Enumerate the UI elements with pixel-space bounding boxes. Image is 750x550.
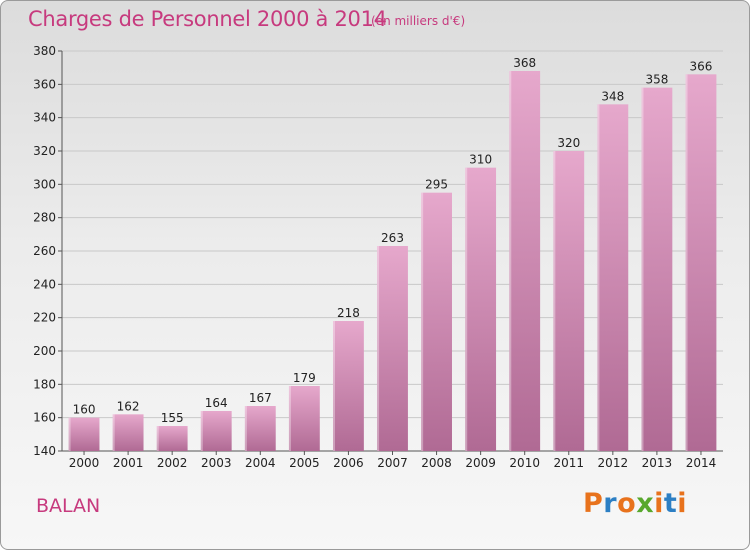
data-label: 310 bbox=[469, 153, 492, 167]
data-label: 358 bbox=[645, 73, 668, 87]
bar-highlight bbox=[244, 406, 247, 451]
x-tick-label: 2002 bbox=[157, 456, 188, 470]
y-tick-label: 180 bbox=[33, 377, 56, 391]
logo-letter: o bbox=[617, 488, 637, 519]
data-label: 218 bbox=[337, 306, 360, 320]
bar bbox=[509, 71, 541, 451]
data-label: 162 bbox=[117, 399, 140, 413]
bar-highlight bbox=[553, 151, 556, 451]
data-label: 348 bbox=[601, 89, 624, 103]
data-label: 160 bbox=[73, 403, 96, 417]
bar bbox=[112, 414, 144, 451]
data-label: 167 bbox=[249, 391, 272, 405]
data-label: 295 bbox=[425, 178, 448, 192]
x-tick-label: 2012 bbox=[598, 456, 629, 470]
bar bbox=[288, 386, 320, 451]
y-tick-label: 240 bbox=[33, 277, 56, 291]
x-tick-label: 2011 bbox=[553, 456, 584, 470]
chart-unit: (en milliers d'€) bbox=[371, 14, 466, 28]
x-tick-label: 2004 bbox=[245, 456, 276, 470]
x-tick-label: 2013 bbox=[642, 456, 673, 470]
bar bbox=[333, 321, 364, 451]
bar bbox=[465, 167, 497, 451]
bar-highlight bbox=[156, 426, 159, 451]
x-tick-label: 2006 bbox=[333, 456, 364, 470]
bar-highlight bbox=[509, 71, 512, 451]
logo-letter: P bbox=[583, 488, 604, 519]
data-label: 263 bbox=[381, 231, 404, 245]
commune-name: BALAN bbox=[36, 495, 101, 517]
bar-highlight bbox=[333, 321, 336, 451]
bar bbox=[421, 192, 452, 451]
y-tick-label: 340 bbox=[33, 111, 56, 125]
bar bbox=[244, 406, 276, 451]
bar-highlight bbox=[288, 386, 291, 451]
bar bbox=[553, 151, 585, 451]
x-tick-label: 2009 bbox=[465, 456, 496, 470]
data-label: 320 bbox=[557, 136, 580, 150]
x-tick-label: 2005 bbox=[289, 456, 320, 470]
bar bbox=[377, 246, 408, 451]
x-tick-label: 2008 bbox=[421, 456, 452, 470]
y-tick-label: 280 bbox=[33, 211, 56, 225]
logo-letter: t bbox=[663, 488, 678, 519]
logo-letter: x bbox=[636, 488, 655, 519]
bar-highlight bbox=[377, 246, 380, 451]
data-labels: 160 162 155 164 167 179 218 263 295 310 368 320 348 3… bbox=[73, 56, 713, 425]
data-label: 164 bbox=[205, 396, 228, 410]
bar-highlight bbox=[68, 417, 71, 451]
data-label: 366 bbox=[690, 59, 713, 73]
bar-highlight bbox=[112, 414, 115, 451]
y-tick-label: 320 bbox=[33, 144, 56, 158]
y-tick-label: 260 bbox=[33, 244, 56, 258]
x-tick-label: 2001 bbox=[113, 456, 144, 470]
x-tick-label: 2003 bbox=[201, 456, 232, 470]
y-tick-label: 360 bbox=[33, 77, 56, 91]
y-tick-label: 160 bbox=[33, 411, 56, 425]
y-tick-label: 380 bbox=[33, 44, 56, 58]
bar bbox=[156, 426, 188, 451]
proxiti-logo: Proxiti bbox=[583, 488, 687, 519]
bar-highlight bbox=[465, 167, 468, 451]
bar bbox=[641, 87, 673, 452]
y-tick-label: 300 bbox=[33, 177, 56, 191]
bar-highlight bbox=[685, 74, 688, 451]
chart-title: Charges de Personnel 2000 à 2014 bbox=[28, 7, 387, 31]
bar bbox=[68, 417, 100, 451]
data-label: 155 bbox=[161, 411, 184, 425]
data-label: 368 bbox=[513, 56, 536, 70]
bar bbox=[200, 411, 232, 451]
y-tick-label: 200 bbox=[33, 344, 56, 358]
logo-letter: r bbox=[603, 488, 618, 519]
x-tick-label: 2007 bbox=[377, 456, 408, 470]
bars bbox=[68, 71, 717, 452]
x-tick-label: 2014 bbox=[686, 456, 717, 470]
y-tick-label: 220 bbox=[33, 311, 56, 325]
x-tick-label: 2000 bbox=[69, 456, 100, 470]
bar-highlight bbox=[421, 192, 424, 451]
x-tick-label: 2010 bbox=[509, 456, 540, 470]
y-tick-label: 140 bbox=[33, 444, 56, 458]
axes: 140 160 180 200 220 240 260 280 300 320 340 360 380 2… bbox=[33, 44, 723, 470]
logo-letter: i bbox=[677, 488, 688, 519]
bar-highlight bbox=[641, 87, 644, 452]
data-label: 179 bbox=[293, 371, 316, 385]
bar bbox=[685, 74, 717, 451]
bar bbox=[597, 104, 629, 451]
bar-highlight bbox=[597, 104, 600, 451]
bar-highlight bbox=[200, 411, 203, 451]
logo-letter: i bbox=[654, 488, 664, 519]
